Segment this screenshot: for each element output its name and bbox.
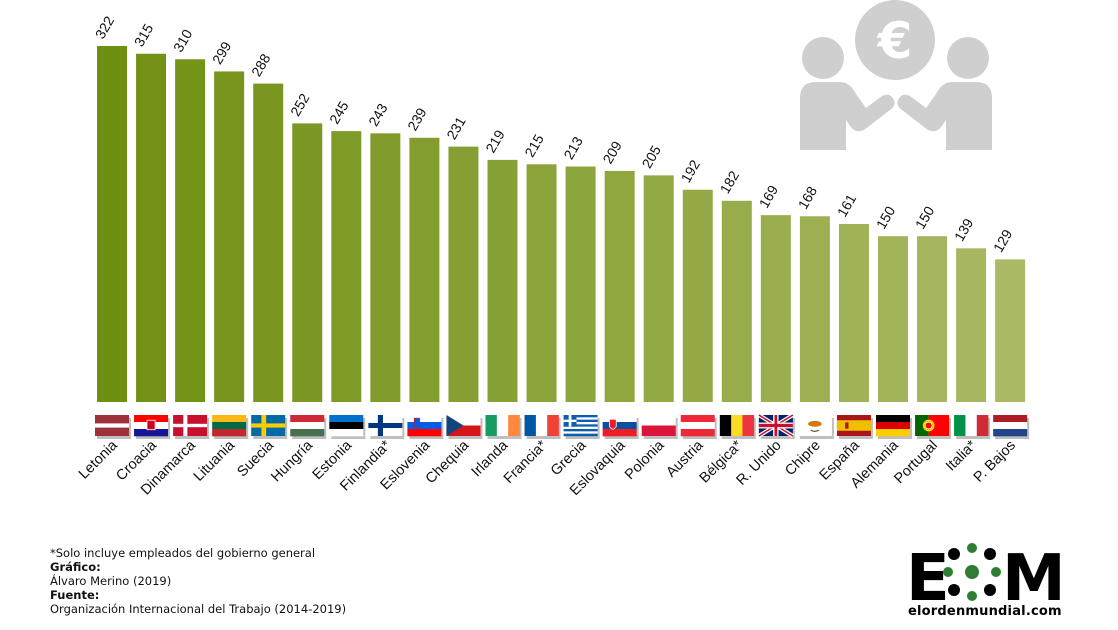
bar-22 [956,248,987,402]
value-label-2: 310 [170,26,196,54]
category-label-11: Francia* [501,437,551,487]
category-label-23: P. Bajos [971,438,1019,486]
value-label-1: 315 [131,21,157,49]
value-label-18: 168 [795,183,821,211]
value-label-14: 205 [638,142,664,170]
value-label-12: 213 [560,134,586,162]
flag-hungary-icon [290,415,327,439]
flag-estonia-icon [329,415,366,439]
fuente-value: Organización Internacional del Trabajo (… [50,602,347,616]
people-euro-icon: € [800,0,992,150]
chart-notes: *Solo incluye empleados del gobierno gen… [50,546,346,616]
flag-latvia-icon [95,415,131,439]
bar-12 [565,166,596,402]
svg-text:€: € [877,12,913,70]
value-label-3: 299 [209,39,235,67]
value-label-4: 288 [248,51,274,79]
flag-finland-icon [368,415,405,439]
flag-slovenia-icon [407,415,444,439]
flag-croatia-icon [134,415,171,439]
value-label-16: 182 [717,168,743,196]
globe-dots-icon [943,543,1001,601]
logo-letter-m: M [1002,542,1066,616]
value-label-11: 215 [521,131,547,159]
grafico-label: Gráfico: [50,560,101,574]
bar-8 [409,137,440,402]
fuente-label: Fuente: [50,588,100,602]
value-label-9: 231 [443,114,469,142]
bar-3 [214,71,245,402]
value-label-22: 139 [951,215,977,243]
bar-10 [487,159,518,402]
grafico-value: Álvaro Merino (2019) [50,574,172,588]
value-label-0: 322 [92,13,118,41]
flag-france-icon [524,415,561,439]
flag-sweden-icon [251,415,288,439]
value-label-23: 129 [990,226,1016,254]
flag-austria-icon [680,415,717,439]
value-label-6: 245 [326,98,352,126]
flag-lithuania-icon [212,415,249,439]
value-label-13: 209 [599,138,625,166]
bar-13 [604,170,635,402]
value-label-21: 150 [912,203,938,231]
flag-slovakia-icon [602,415,639,439]
bar-5 [292,123,323,403]
bar-2 [175,59,206,402]
bar-6 [331,131,362,402]
value-label-5: 252 [287,90,313,118]
flag-ireland-icon [485,415,522,439]
flag-poland-icon [641,415,678,439]
value-label-10: 219 [482,127,508,155]
bar-0 [97,46,127,402]
value-label-7: 243 [365,100,391,128]
flag-italy-icon [954,415,991,439]
bar-1 [136,53,167,402]
footnote: *Solo incluye empleados del gobierno gen… [50,546,316,560]
flag-uk-icon [757,413,795,439]
bar-4 [253,83,284,403]
eom-logo: E M [906,542,1066,616]
category-label-21: Portugal [891,438,941,488]
value-label-19: 161 [834,191,860,219]
value-label-17: 169 [756,182,782,210]
bar-17 [760,215,791,402]
flag-belgium-icon [719,415,756,439]
category-label-3: Lituania [191,437,239,485]
flag-czechia-icon [446,415,483,439]
category-label-14: Polonia [622,437,668,483]
bar-7 [370,133,401,402]
bar-11 [526,164,557,402]
flag-netherlands-icon [993,415,1030,439]
flag-greece-icon [563,415,600,439]
value-label-20: 150 [873,203,899,231]
logo-letter-e: E [906,542,950,616]
flag-germany-icon [876,415,912,439]
value-label-15: 192 [677,157,703,185]
bar-18 [799,216,830,402]
bar-20 [878,236,908,402]
bar-14 [643,175,674,402]
bar-15 [682,189,713,402]
category-label-22: Italia* [943,437,980,474]
bar-16 [721,200,752,402]
value-label-8: 239 [404,105,430,133]
flag-denmark-icon [173,415,210,439]
category-label-5: Hungría [268,437,316,485]
bar-19 [838,224,869,402]
bar-9 [448,146,479,402]
flag-spain-icon [836,415,873,439]
logo-domain: elordenmundial.com [908,604,1062,619]
category-label-9: Chequia [423,437,473,487]
bar-23 [995,259,1026,402]
flag-cyprus-icon [797,415,834,439]
flag-portugal-icon [915,415,952,439]
bar-21 [917,236,948,402]
